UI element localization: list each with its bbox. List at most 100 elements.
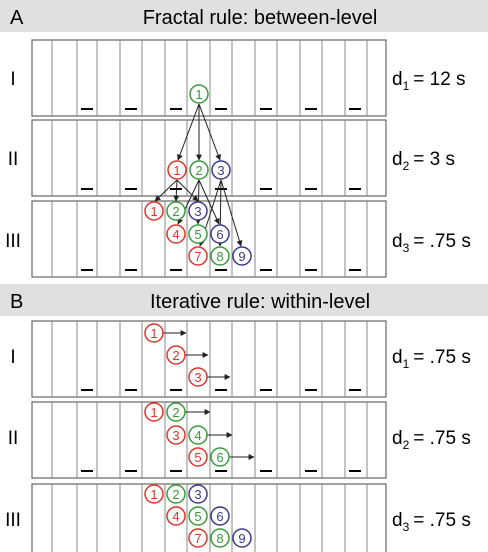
svg-text:5: 5 (194, 509, 201, 524)
staff-row (31, 200, 387, 278)
note-circle-4: 4 (188, 425, 208, 445)
svg-text:1: 1 (150, 405, 157, 420)
svg-text:6: 6 (216, 450, 223, 465)
staff-row (31, 39, 387, 117)
svg-text:2: 2 (172, 405, 179, 420)
row-label-a-3: III (5, 231, 21, 252)
note-circle-7: 7 (188, 246, 208, 266)
svg-text:5: 5 (194, 450, 201, 465)
duration-label-b-1: d1 = .75 s (392, 347, 471, 371)
note-circle-2: 2 (166, 345, 186, 365)
svg-text:1: 1 (150, 487, 157, 502)
svg-text:2: 2 (172, 487, 179, 502)
staff-frame (31, 483, 387, 552)
svg-text:2: 2 (172, 348, 179, 363)
note-circle-2: 2 (166, 484, 186, 504)
note-circle-3: 3 (211, 160, 231, 180)
svg-text:9: 9 (238, 531, 245, 546)
panel-a-title: Fractal rule: between-level (143, 7, 378, 29)
svg-text:8: 8 (216, 249, 223, 264)
note-circle-1: 1 (189, 84, 209, 104)
arrow (198, 103, 221, 161)
arrow (154, 179, 178, 202)
note-circle-7: 7 (188, 528, 208, 548)
row-label-b-1: I (10, 347, 15, 368)
note-circle-4: 4 (166, 506, 186, 526)
panel-b-title: Iterative rule: within-level (150, 291, 370, 313)
note-circle-8: 8 (210, 246, 230, 266)
svg-text:9: 9 (238, 249, 245, 264)
staff-frame (31, 39, 387, 117)
note-circle-1: 1 (167, 160, 187, 180)
note-circle-5: 5 (188, 224, 208, 244)
note-circle-9: 9 (232, 246, 252, 266)
duration-label-a-3: d3 = .75 s (392, 231, 471, 255)
arrow (198, 179, 220, 225)
svg-text:7: 7 (194, 249, 201, 264)
duration-label-a-1: d1 = 12 s (392, 69, 466, 93)
note-circle-4: 4 (166, 224, 186, 244)
svg-text:3: 3 (217, 163, 224, 178)
row-label-a-1: I (10, 69, 15, 90)
arrows (154, 103, 255, 460)
svg-text:3: 3 (194, 370, 201, 385)
svg-text:1: 1 (150, 326, 157, 341)
svg-text:3: 3 (194, 204, 201, 219)
note-circle-5: 5 (188, 506, 208, 526)
svg-text:1: 1 (195, 87, 202, 102)
note-circle-6: 6 (210, 447, 230, 467)
staff-row (31, 401, 387, 479)
panel-b-letter: B (10, 291, 23, 313)
panel-a-header-bg (0, 0, 488, 32)
svg-text:2: 2 (172, 204, 179, 219)
svg-text:2: 2 (195, 163, 202, 178)
svg-text:4: 4 (172, 227, 179, 242)
note-circle-6: 6 (210, 506, 230, 526)
row-label-b-3: III (5, 510, 21, 531)
svg-text:4: 4 (194, 428, 201, 443)
note-circle-1: 1 (144, 402, 164, 422)
note-circle-1: 1 (144, 484, 164, 504)
note-circle-3: 3 (188, 201, 208, 221)
svg-text:1: 1 (150, 204, 157, 219)
row-label-b-2: II (8, 428, 19, 449)
panel-a-header: A Fractal rule: between-level (0, 0, 488, 32)
arrow (173, 179, 180, 202)
svg-text:3: 3 (194, 487, 201, 502)
staff-frame (31, 119, 387, 197)
staff-frame (31, 320, 387, 398)
staff-frame (31, 401, 387, 479)
panel-b-header: B Iterative rule: within-level (0, 284, 488, 316)
note-circle-3: 3 (166, 425, 186, 445)
svg-text:6: 6 (216, 227, 223, 242)
duration-label-b-3: d3 = .75 s (392, 510, 471, 534)
svg-text:3: 3 (172, 428, 179, 443)
note-circle-9: 9 (232, 528, 252, 548)
note-circle-3: 3 (188, 484, 208, 504)
staff-row (31, 320, 387, 398)
svg-text:6: 6 (216, 509, 223, 524)
svg-text:8: 8 (216, 531, 223, 546)
duration-label-b-2: d2 = .75 s (392, 428, 471, 452)
note-circle-2: 2 (166, 402, 186, 422)
note-circle-5: 5 (188, 447, 208, 467)
arrow (177, 103, 200, 161)
staff-row (31, 483, 387, 552)
note-circle-8: 8 (210, 528, 230, 548)
note-circle-1: 1 (144, 323, 164, 343)
note-circle-1: 1 (144, 201, 164, 221)
arrow (176, 179, 199, 202)
note-circle-3: 3 (188, 367, 208, 387)
duration-label-a-2: d2 = 3 s (392, 149, 455, 173)
panel-b-header-bg (0, 284, 488, 316)
staff-grids (31, 39, 387, 552)
note-circle-2: 2 (166, 201, 186, 221)
svg-text:7: 7 (194, 531, 201, 546)
svg-text:4: 4 (172, 509, 179, 524)
row-label-a-2: II (8, 149, 19, 170)
note-circle-2: 2 (189, 160, 209, 180)
staff-frame (31, 200, 387, 278)
arrow (220, 179, 243, 247)
